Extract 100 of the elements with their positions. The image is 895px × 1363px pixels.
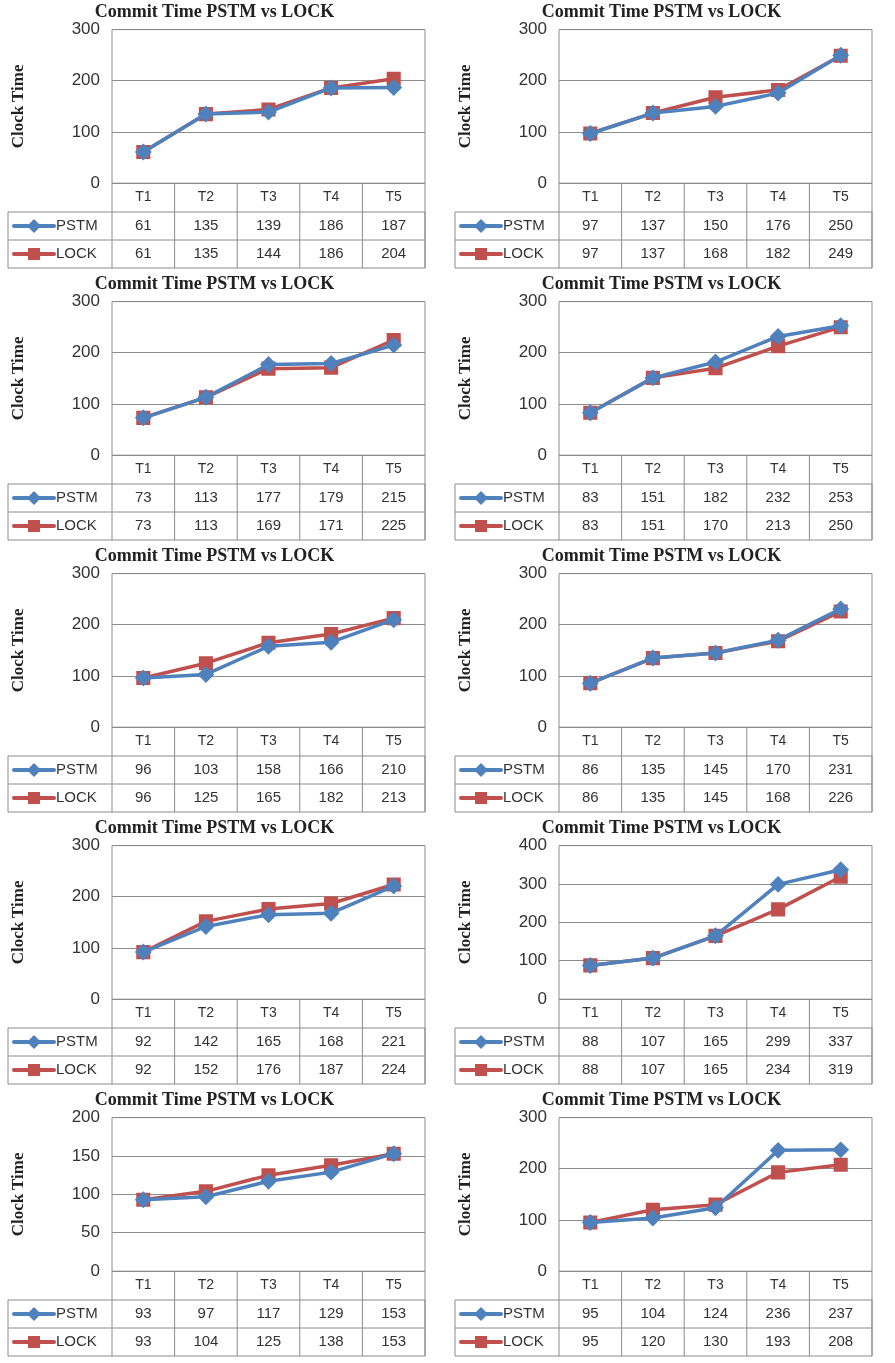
data-label: 86 <box>581 788 599 806</box>
data-label: 104 <box>193 1332 219 1350</box>
x-tick-label: T1 <box>582 732 599 749</box>
y-tick-label: 50 <box>81 1222 100 1242</box>
x-tick-label: T1 <box>582 188 599 205</box>
y-tick-label: 200 <box>71 614 100 634</box>
y-axis-title: Clock Time <box>7 63 27 149</box>
data-label: 193 <box>765 1332 791 1350</box>
data-label: 125 <box>255 1332 282 1350</box>
data-label: 107 <box>640 1060 666 1078</box>
data-label: 299 <box>765 1032 791 1050</box>
y-tick-label: 100 <box>71 121 100 141</box>
data-label: 145 <box>702 760 729 778</box>
y-tick-label: 200 <box>518 70 547 90</box>
data-label: 135 <box>193 216 219 234</box>
legend-label: LOCK <box>503 516 544 534</box>
y-tick-label: 200 <box>71 342 100 362</box>
data-label: 187 <box>318 1060 344 1078</box>
y-tick-label: 200 <box>518 1158 547 1178</box>
x-tick-label: T1 <box>135 732 152 749</box>
data-label: 153 <box>381 1304 407 1322</box>
x-tick-label: T4 <box>769 188 787 205</box>
x-tick-label: T2 <box>644 1004 662 1021</box>
data-label: 250 <box>828 216 854 234</box>
x-tick-label: T3 <box>260 1004 277 1021</box>
y-tick-label: 100 <box>71 1184 100 1204</box>
y-tick-label: 0 <box>90 988 100 1008</box>
x-tick-label: T5 <box>385 732 403 749</box>
legend-label: PSTM <box>503 488 545 506</box>
x-tick-label: T4 <box>322 1276 340 1293</box>
x-tick-label: T3 <box>260 732 277 749</box>
y-tick-label: 300 <box>71 19 100 39</box>
x-tick-label: T5 <box>385 1004 403 1021</box>
data-label: 169 <box>255 516 282 534</box>
legend-label: LOCK <box>56 1332 97 1350</box>
data-label: 95 <box>581 1304 599 1322</box>
y-tick-label: 300 <box>71 835 100 855</box>
x-tick-label: T5 <box>832 188 850 205</box>
x-tick-label: T1 <box>582 460 599 477</box>
x-tick-label: T3 <box>707 1004 724 1021</box>
data-label: 152 <box>193 1060 219 1078</box>
data-label: 151 <box>640 488 666 506</box>
data-label: 186 <box>318 244 344 262</box>
chart-title: Commit Time PSTM vs LOCK <box>94 1 335 22</box>
y-tick-label: 100 <box>518 665 547 685</box>
data-label: 93 <box>134 1332 152 1350</box>
y-tick-label: 100 <box>518 393 547 413</box>
data-label: 73 <box>134 516 152 534</box>
x-tick-label: T2 <box>644 732 662 749</box>
data-label: 61 <box>134 244 152 262</box>
data-label: 213 <box>381 788 407 806</box>
data-label: 182 <box>702 488 729 506</box>
legend-label: LOCK <box>56 244 97 262</box>
x-tick-label: T5 <box>385 460 403 477</box>
chart-title: Commit Time PSTM vs LOCK <box>541 273 782 294</box>
data-label: 117 <box>256 1304 281 1322</box>
y-tick-label: 0 <box>537 1260 547 1280</box>
data-label: 130 <box>702 1332 729 1350</box>
y-tick-label: 100 <box>71 393 100 413</box>
x-tick-label: T5 <box>832 460 850 477</box>
data-label: 213 <box>765 516 791 534</box>
y-tick-label: 300 <box>71 291 100 311</box>
data-label: 138 <box>318 1332 344 1350</box>
y-axis-title: Clock Time <box>454 607 474 693</box>
x-tick-label: T1 <box>582 1004 599 1021</box>
data-label: 151 <box>640 516 666 534</box>
y-tick-label: 0 <box>90 444 100 464</box>
data-label: 83 <box>581 516 599 534</box>
legend-label: LOCK <box>56 1060 97 1078</box>
data-label: 204 <box>381 244 407 262</box>
data-label: 319 <box>828 1060 854 1078</box>
data-label: 83 <box>581 488 599 506</box>
y-tick-label: 100 <box>518 950 547 970</box>
chart-title: Commit Time PSTM vs LOCK <box>94 817 335 838</box>
data-label: 236 <box>765 1304 791 1322</box>
x-tick-label: T1 <box>135 1004 152 1021</box>
data-label: 170 <box>702 516 729 534</box>
chart-title: Commit Time PSTM vs LOCK <box>94 273 335 294</box>
y-tick-label: 300 <box>71 563 100 583</box>
legend-label: PSTM <box>503 760 545 778</box>
x-tick-label: T4 <box>322 1004 340 1021</box>
data-label: 176 <box>765 216 791 234</box>
x-tick-label: T3 <box>707 1276 724 1293</box>
legend-label: PSTM <box>503 1032 545 1050</box>
y-tick-label: 0 <box>537 444 547 464</box>
data-label: 170 <box>765 760 791 778</box>
data-label: 168 <box>765 788 791 806</box>
data-label: 135 <box>640 760 666 778</box>
y-axis-title: Clock Time <box>7 879 27 965</box>
chart-title: Commit Time PSTM vs LOCK <box>94 1089 335 1110</box>
data-label: 95 <box>581 1332 599 1350</box>
x-tick-label: T3 <box>707 732 724 749</box>
data-label: 107 <box>640 1032 666 1050</box>
x-tick-label: T5 <box>385 1276 403 1293</box>
legend-label: PSTM <box>56 760 98 778</box>
data-label: 249 <box>828 244 854 262</box>
y-tick-label: 400 <box>518 835 547 855</box>
data-label: 237 <box>828 1304 854 1322</box>
x-tick-label: T2 <box>644 1276 662 1293</box>
data-label: 144 <box>255 244 282 262</box>
